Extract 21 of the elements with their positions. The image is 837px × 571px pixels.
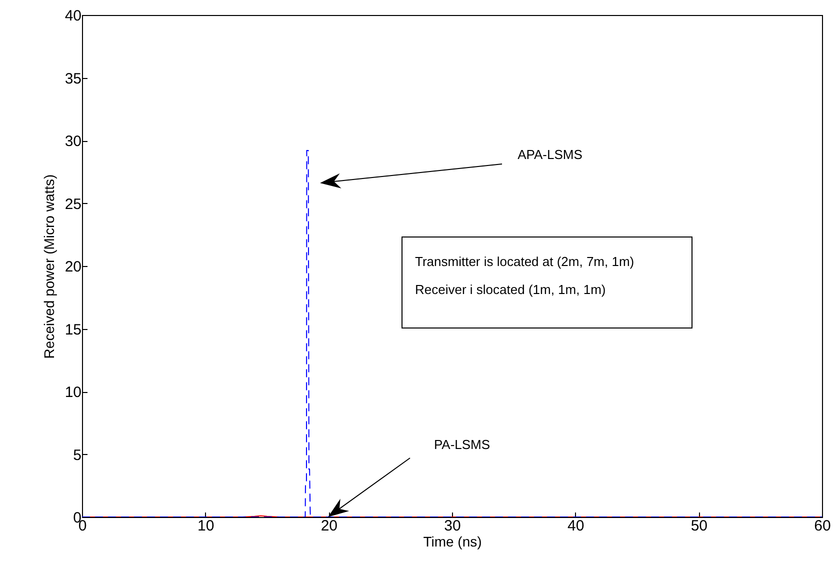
y-tick-label: 10 <box>64 384 82 401</box>
x-axis-title: Time (ns) <box>423 534 482 550</box>
y-tick-label: 40 <box>64 8 82 24</box>
y-axis-title: Received power (Micro watts) <box>40 174 57 359</box>
y-tick-label: 5 <box>73 446 82 464</box>
annotation: PA-LSMS <box>434 437 490 452</box>
y-tick-label: 35 <box>64 70 82 88</box>
x-tick-label: 10 <box>197 518 214 534</box>
x-tick-label: 30 <box>444 518 461 534</box>
annotation: Transmitter is located at (2m, 7m, 1m) <box>415 254 634 269</box>
y-tick-label: 20 <box>64 258 82 276</box>
y-tick-label: 30 <box>64 133 82 150</box>
annotation: APA-LSMS <box>518 147 583 162</box>
annotation: Receiver i slocated (1m, 1m, 1m) <box>415 282 606 297</box>
x-tick-label: 50 <box>690 518 708 534</box>
y-tick-label: 25 <box>64 196 82 213</box>
x-tick-label: 60 <box>814 518 831 534</box>
x-tick-label: 40 <box>567 518 584 534</box>
line-series <box>82 150 822 517</box>
x-tick-label: 20 <box>320 518 338 534</box>
y-tick-label: 15 <box>64 321 82 338</box>
